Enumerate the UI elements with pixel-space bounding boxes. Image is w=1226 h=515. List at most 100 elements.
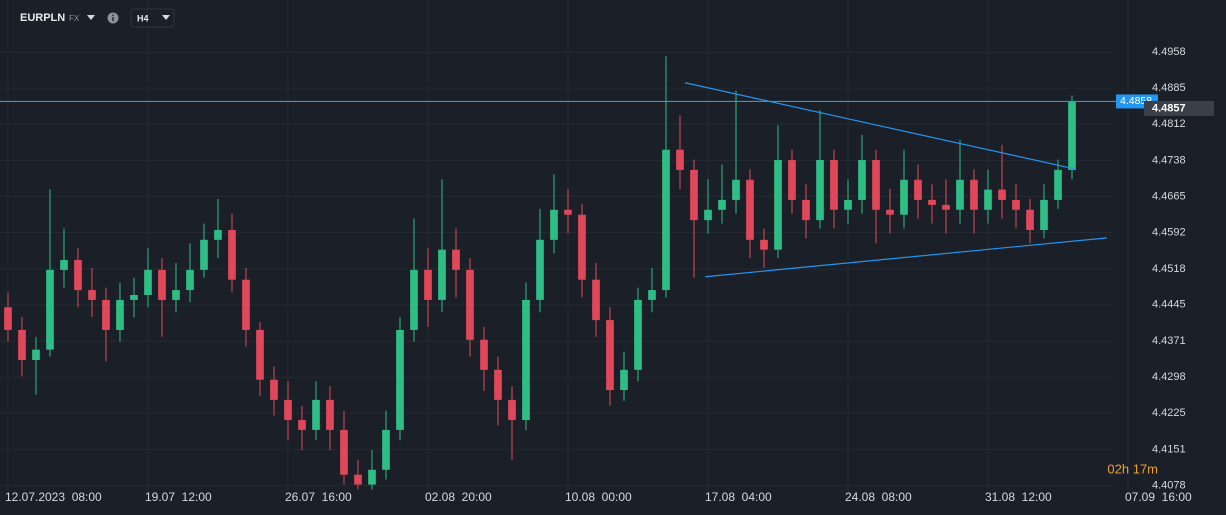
candle-body [746, 179, 754, 240]
axes: 4.4958 4.4885 4.4812 4.4738 4.4665 4.4592 4.45… [5, 46, 1214, 504]
candle-body [998, 189, 1006, 200]
x-tick-label: 31.08 12:00 [985, 490, 1052, 504]
y-tick-label: 4.4885 [1152, 82, 1186, 94]
candle-body [270, 379, 278, 400]
candle-body [592, 279, 600, 321]
candle-body [4, 307, 12, 330]
plot [0, 56, 1116, 490]
candle-body [60, 260, 68, 270]
y-tick-label: 4.4298 [1152, 371, 1186, 383]
candle-body [1054, 169, 1062, 200]
symbol[interactable]: EURPLN [20, 12, 65, 24]
x-tick-label: 17.08 04:00 [705, 490, 772, 504]
candle-body [830, 160, 838, 210]
candle-body [46, 269, 54, 350]
x-tick-label: 26.07 16:00 [285, 490, 352, 504]
candle-body [18, 329, 26, 360]
candle-body [718, 199, 726, 210]
x-tick-label: 12.07.2023 08:00 [5, 490, 102, 504]
candle-body [340, 429, 348, 475]
x-tick-label: 19.07 12:00 [145, 490, 212, 504]
candle-body [816, 160, 824, 221]
candle-body [914, 179, 922, 200]
candle-body [1068, 101, 1076, 170]
candle-body [424, 269, 432, 300]
candle-body [88, 290, 96, 300]
dropdown-arrow[interactable] [162, 15, 170, 20]
candle-body [144, 269, 152, 295]
candle-body [942, 204, 950, 210]
y-tick-label: 4.4592 [1152, 226, 1186, 238]
candle-body [760, 239, 768, 250]
candle-body [956, 179, 964, 210]
candle-body [256, 329, 264, 380]
y-tick-label: 4.4445 [1152, 299, 1186, 311]
candle-body [1040, 199, 1048, 230]
x-tick-label: 10.08 00:00 [565, 490, 632, 504]
trendline [705, 237, 1108, 278]
countdown: 02h 17m [1107, 461, 1158, 476]
candle-body [536, 239, 544, 300]
candle-body [606, 320, 614, 391]
candle-body [200, 239, 208, 270]
candle-body [74, 260, 82, 291]
candle-body [382, 429, 390, 470]
candle-body [172, 290, 180, 300]
candle-body [480, 339, 488, 370]
candle-body [312, 399, 320, 430]
candle-body [662, 149, 670, 291]
candle-body [970, 179, 978, 210]
y-tick-label: 4.4812 [1152, 118, 1186, 130]
timeframe-select[interactable] [130, 8, 175, 28]
candle-body [928, 199, 936, 205]
candle-body [984, 189, 992, 210]
y-tick-label: 4.4665 [1152, 190, 1186, 202]
candle-body [298, 420, 306, 430]
candle-body [214, 229, 222, 240]
candle-body [886, 209, 894, 215]
candle-body [228, 229, 236, 280]
timeframe: H4 [137, 13, 149, 23]
candle-body [872, 160, 880, 210]
candle-body [410, 269, 418, 330]
candle-body [1012, 199, 1020, 210]
y-tick-label: 4.4738 [1152, 154, 1186, 166]
candle-body [466, 269, 474, 340]
candle-body [774, 160, 782, 250]
candle-body [620, 369, 628, 391]
candle-body [900, 179, 908, 215]
toolbar: EURPLN FX H4 [20, 8, 175, 28]
x-tick-label: 24.08 08:00 [845, 490, 912, 504]
candle-body [690, 169, 698, 221]
candle-body [648, 290, 656, 300]
y-tick-label: 4.4078 [1152, 479, 1186, 491]
candle-body [494, 369, 502, 400]
candle-body [858, 160, 866, 200]
candle-body [788, 160, 796, 200]
dropdown-arrow[interactable] [87, 15, 95, 20]
candle-body [158, 269, 166, 300]
candle-body [1026, 209, 1034, 230]
y-tick-label: 4.4151 [1152, 444, 1186, 456]
candle-body [564, 209, 572, 215]
candle-body [326, 399, 334, 430]
candle-body [438, 249, 446, 300]
candle-body [522, 299, 530, 421]
candle-body [284, 399, 292, 421]
candle-body [704, 209, 712, 221]
candle-body [354, 474, 362, 485]
candle-body [116, 299, 124, 330]
candle-body [676, 149, 684, 170]
x-tick-label: 02.08 20:00 [425, 490, 492, 504]
candle-body [396, 329, 404, 430]
candle-body [550, 209, 558, 240]
info-glyph [112, 17, 114, 21]
candle-body [452, 249, 460, 270]
y-tick-label: 4.4958 [1152, 46, 1186, 58]
info-glyph [112, 14, 114, 16]
candle-body [130, 294, 138, 300]
last-price-box [1144, 100, 1214, 116]
